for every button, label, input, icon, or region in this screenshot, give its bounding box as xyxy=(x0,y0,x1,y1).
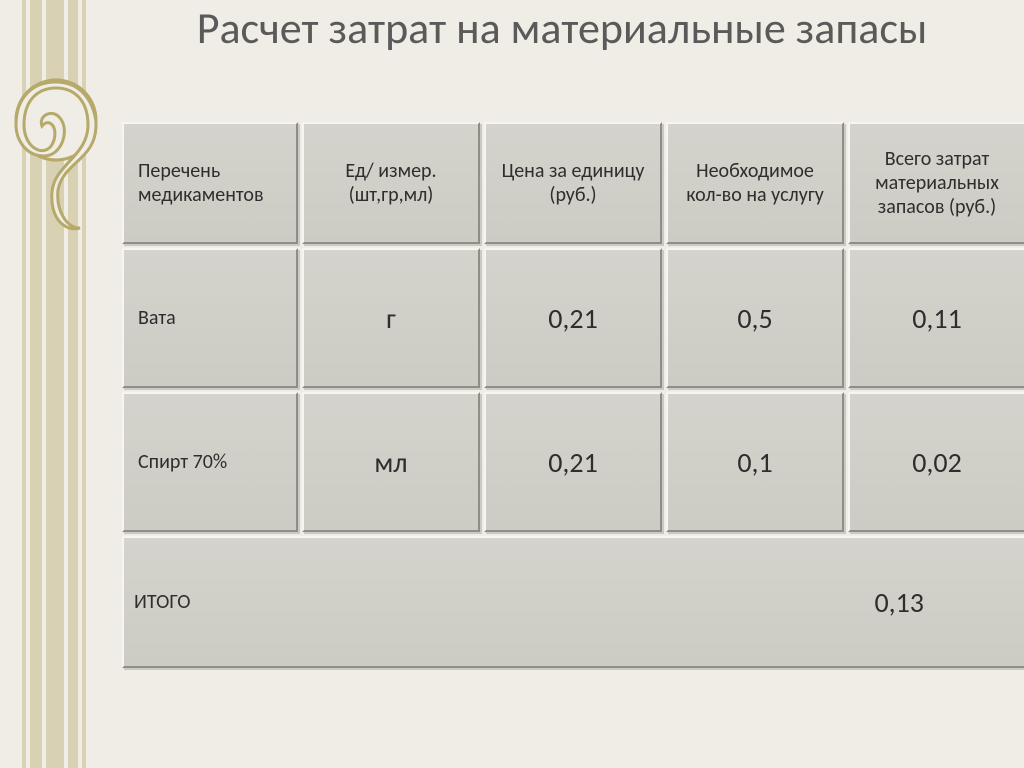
table-row: Спирт 70% мл 0,21 0,1 0,02 xyxy=(122,392,1024,532)
stripe-decoration xyxy=(82,0,86,768)
cell-qty: 0,5 xyxy=(666,248,844,388)
total-value: 0,13 xyxy=(874,585,924,620)
cell-price: 0,21 xyxy=(484,248,662,388)
decorative-sidebar xyxy=(0,0,105,768)
stripe-decoration xyxy=(46,0,64,768)
col-header-total: Всего затрат материальных запасов (руб.) xyxy=(848,122,1024,244)
cell-unit: мл xyxy=(302,392,480,532)
total-cell: ИТОГО 0,13 xyxy=(122,536,1024,668)
cell-total: 0,02 xyxy=(848,392,1024,532)
slide-title: Расчет затрат на материальные запасы xyxy=(110,4,1014,53)
table-header-row: Перечень медикаментов Ед/ измер. (шт,гр,… xyxy=(122,122,1024,244)
slide: Расчет затрат на материальные запасы Пер… xyxy=(0,0,1024,768)
cell-name: Спирт 70% xyxy=(122,392,298,532)
stripe-decoration xyxy=(22,0,26,768)
table-row: Вата г 0,21 0,5 0,11 xyxy=(122,248,1024,388)
col-header-unit: Ед/ измер. (шт,гр,мл) xyxy=(302,122,480,244)
total-label: ИТОГО xyxy=(134,590,191,614)
cell-total: 0,11 xyxy=(848,248,1024,388)
stripe-decoration xyxy=(30,0,42,768)
cell-qty: 0,1 xyxy=(666,392,844,532)
cell-name: Вата xyxy=(122,248,298,388)
cost-table: Перечень медикаментов Ед/ измер. (шт,гр,… xyxy=(118,118,1010,672)
cell-unit: г xyxy=(302,248,480,388)
col-header-qty: Необходимое кол-во на услугу xyxy=(666,122,844,244)
table-total-row: ИТОГО 0,13 xyxy=(122,536,1024,668)
col-header-price: Цена за единицу (руб.) xyxy=(484,122,662,244)
col-header-name: Перечень медикаментов xyxy=(122,122,298,244)
cell-price: 0,21 xyxy=(484,392,662,532)
stripe-decoration xyxy=(68,0,78,768)
